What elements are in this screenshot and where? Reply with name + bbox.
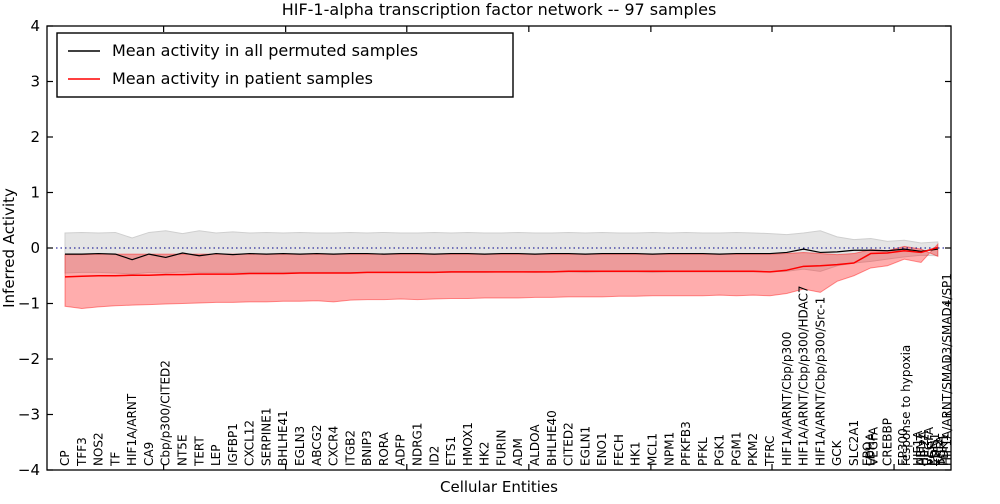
- legend-label-patient: Mean activity in patient samples: [112, 69, 373, 88]
- y-tick-label: 3: [30, 73, 40, 91]
- y-tick-label: 1: [30, 184, 40, 202]
- x-category-label: ADM: [511, 438, 525, 466]
- x-category-label: EPO: [861, 442, 875, 466]
- x-category-label: NDRG1: [411, 423, 425, 467]
- x-category-labels: CP TFF3 NOS2 TF HIF1A/ARNT CA9 Cbp/p300/CITED2…: [58, 273, 954, 467]
- y-tick-labels: 4 3 2 1 0 −1 −2 −3 −4: [18, 17, 40, 479]
- x-category-label: TFF3: [75, 437, 89, 467]
- x-category-label: CXCR4: [327, 426, 341, 466]
- y-tick-label: −3: [18, 406, 40, 424]
- x-category-label: BHLHE41: [276, 410, 290, 466]
- x-category-label: IGFBP1: [226, 423, 240, 466]
- x-category-label: BHLHE40: [545, 410, 559, 466]
- x-category-label: NPM1: [662, 432, 676, 466]
- y-tick-label: 4: [30, 17, 40, 35]
- x-category-label: MCL1: [646, 433, 660, 466]
- x-category-label: SERPINE1: [259, 407, 273, 466]
- x-category-label: HIF1A: [911, 430, 925, 466]
- x-category-label: CREBBP: [881, 418, 895, 466]
- x-category-label: EGLN1: [578, 426, 592, 466]
- x-category-label: EP300: [896, 428, 910, 466]
- chart-title: HIF-1-alpha transcription factor network…: [282, 0, 717, 19]
- x-category-label: ADFP: [394, 434, 408, 466]
- x-category-label: ENO1: [595, 432, 609, 466]
- x-category-label: TF: [108, 452, 122, 467]
- x-category-label: HIF1A/ARNT: [125, 393, 139, 466]
- y-tick-label: −2: [18, 350, 40, 368]
- series-line-permuted: [65, 248, 938, 261]
- x-category-label: TFRC: [763, 436, 777, 467]
- x-category-label: HMOX1: [461, 422, 475, 466]
- x-axis-label: Cellular Entities: [440, 478, 558, 496]
- x-category-label: RORA: [377, 431, 391, 466]
- x-category-label: LEP: [209, 444, 223, 466]
- x-category-label: NT5E: [176, 434, 190, 466]
- x-category-label: TERT: [192, 436, 206, 467]
- y-tick-label: −4: [18, 461, 40, 479]
- x-category-label: CP: [58, 450, 72, 466]
- x-category-label: Cbp/p300/CITED2: [159, 360, 173, 466]
- x-category-label: EDN1: [928, 433, 942, 466]
- x-category-label: CXCL12: [243, 420, 257, 466]
- y-tick-label: 0: [30, 239, 40, 257]
- x-category-label: HIF1A/ARNT/Cbp/p300/Src-1: [813, 297, 827, 466]
- x-category-label: HIF1A/ARNT/SMAD3/SMAD4/SP1: [940, 273, 954, 466]
- x-category-label: HIF1A/ARNT/Cbp/p300: [780, 332, 794, 466]
- x-category-label: ITGB2: [343, 430, 357, 466]
- x-category-label: EGLN3: [293, 426, 307, 466]
- x-category-label: ABCG2: [310, 424, 324, 466]
- x-category-label: FURIN: [494, 429, 508, 466]
- x-category-label: HK1: [629, 441, 643, 466]
- x-category-label: PKM2: [746, 433, 760, 466]
- x-category-label: BNIP3: [360, 430, 374, 466]
- x-category-label: CA9: [142, 442, 156, 466]
- x-category-label: TGFA: [934, 435, 948, 467]
- x-category-label: PFKFB3: [679, 421, 693, 466]
- x-category-label: FECH: [612, 434, 626, 466]
- x-category-label: GCK: [830, 439, 844, 466]
- x-category-label: PFKL: [696, 437, 710, 466]
- x-category-label: IGF2: [931, 439, 945, 466]
- x-category-label: ID2: [427, 446, 441, 466]
- x-category-label: ETS1: [444, 436, 458, 466]
- x-category-label: ARNT: [914, 432, 928, 466]
- x-category-label: response to hypoxia: [899, 345, 913, 466]
- legend: Mean activity in all permuted samples Me…: [56, 32, 514, 98]
- x-category-label: VEGFA: [922, 426, 936, 466]
- legend-label-permuted: Mean activity in all permuted samples: [112, 41, 418, 60]
- x-category-label: NOS2: [92, 432, 106, 466]
- y-axis-label: Inferred Activity: [0, 188, 18, 308]
- x-category-label: VEGFA: [867, 426, 881, 466]
- x-category-label: PGF: [925, 442, 939, 466]
- legend-frame: [56, 32, 514, 98]
- axis-ticks: [47, 25, 951, 471]
- y-tick-label: 2: [30, 128, 40, 146]
- x-category-label: ALDOA: [528, 424, 542, 466]
- x-category-label: HIF2A: [917, 430, 931, 466]
- x-category-label: SLC2A1: [847, 420, 861, 466]
- x-category-label: LDHA: [864, 432, 878, 466]
- series-line-patient: [64, 246, 939, 278]
- x-category-label: CITED2: [562, 422, 576, 466]
- x-category-label: HK2: [478, 441, 492, 466]
- x-category-label: PDK1: [937, 434, 951, 466]
- x-category-label: PGM1: [729, 431, 743, 466]
- x-category-label: PGK1: [713, 434, 727, 466]
- y-tick-label: −1: [18, 295, 40, 313]
- plot-area: [47, 230, 951, 309]
- x-category-label: HIF1A/ARNT/Cbp/p300/HDAC7: [797, 285, 811, 466]
